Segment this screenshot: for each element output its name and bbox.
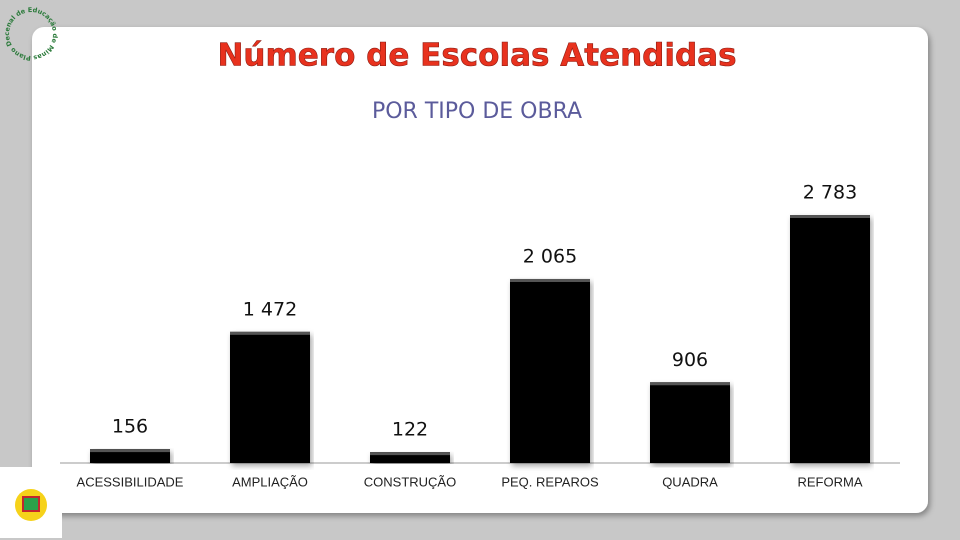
bar-highlight bbox=[370, 452, 450, 456]
x-tick-label: AMPLIAÇÃO bbox=[232, 474, 308, 489]
bar-highlight bbox=[90, 449, 170, 453]
bar bbox=[510, 278, 590, 463]
bar bbox=[90, 449, 170, 463]
value-label: 156 bbox=[112, 416, 148, 438]
bar bbox=[230, 331, 310, 463]
x-tick-label: CONSTRUÇÃO bbox=[364, 474, 456, 489]
bar bbox=[370, 452, 450, 463]
x-tick-label: REFORMA bbox=[798, 474, 863, 489]
value-label: 2 783 bbox=[803, 182, 857, 204]
value-label: 122 bbox=[392, 419, 428, 441]
plot: ACESSIBILIDADE 156 AMPLIAÇÃO 1 472 CONSTRUÇÃ… bbox=[77, 182, 870, 489]
chart-subtitle: POR TIPO DE OBRA bbox=[372, 99, 582, 124]
bar-highlight bbox=[650, 382, 730, 386]
bar-highlight bbox=[230, 331, 310, 335]
x-tick-label: PEQ. REPAROS bbox=[501, 474, 599, 489]
logo-mark bbox=[22, 496, 40, 512]
bar bbox=[790, 215, 870, 463]
bar bbox=[650, 382, 730, 463]
value-label: 1 472 bbox=[243, 298, 297, 320]
x-tick-label: QUADRA bbox=[662, 474, 718, 489]
bar-highlight bbox=[510, 278, 590, 282]
value-label: 2 065 bbox=[523, 245, 577, 267]
x-tick-label: ACESSIBILIDADE bbox=[77, 474, 184, 489]
value-label: 906 bbox=[672, 349, 708, 371]
bar-highlight bbox=[790, 215, 870, 218]
chart-title: Número de Escolas Atendidas bbox=[217, 38, 736, 74]
